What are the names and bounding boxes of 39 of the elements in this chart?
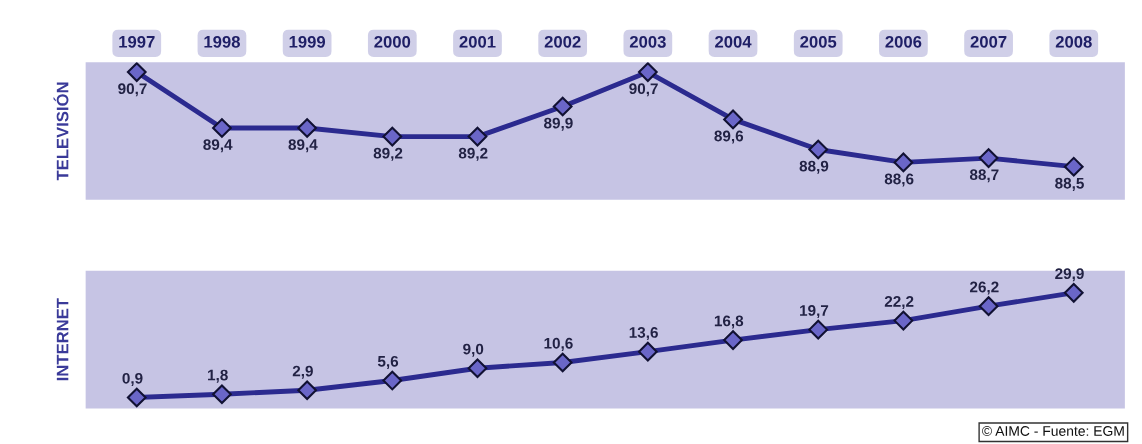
x-tick-label: 2006 bbox=[885, 35, 922, 48]
x-tick-label: 2004 bbox=[715, 35, 752, 48]
data-label: 89,2 bbox=[373, 147, 403, 161]
data-label: 9,0 bbox=[463, 343, 484, 357]
data-label: 90,7 bbox=[629, 83, 658, 97]
x-tick-label: 1997 bbox=[119, 35, 155, 48]
x-tick-label: 2003 bbox=[629, 35, 666, 48]
x-tick-label: 1999 bbox=[289, 35, 326, 48]
data-label: 89,6 bbox=[714, 130, 744, 144]
x-tick-label: 2000 bbox=[374, 35, 411, 48]
data-label: 1,8 bbox=[208, 369, 228, 383]
data-label: 5,6 bbox=[377, 355, 399, 369]
data-label: 26,2 bbox=[969, 281, 999, 295]
data-label: 2,9 bbox=[292, 365, 313, 379]
x-tick-label: 2002 bbox=[544, 35, 581, 48]
data-label: 89,4 bbox=[203, 139, 233, 153]
data-label: 89,4 bbox=[288, 139, 318, 153]
data-label: 19,7 bbox=[800, 305, 829, 319]
data-label: 88,9 bbox=[799, 160, 829, 174]
data-label: 10,6 bbox=[544, 337, 573, 351]
data-label: 89,9 bbox=[544, 117, 573, 131]
data-label: 88,7 bbox=[969, 169, 999, 183]
data-label: 90,7 bbox=[118, 83, 147, 97]
text: © AIMC - Fuente: EGM bbox=[982, 426, 1124, 436]
x-tick-label: 2007 bbox=[970, 35, 1007, 48]
x-tick-label: 2001 bbox=[459, 35, 496, 48]
data-label: 22,2 bbox=[884, 296, 914, 310]
data-label: 0,9 bbox=[122, 372, 143, 386]
data-label: 16,8 bbox=[714, 315, 744, 329]
y-axis-title: INTERNET bbox=[56, 298, 69, 381]
x-tick-label: 2008 bbox=[1055, 35, 1092, 48]
y-axis-title: TELEVISIÓN bbox=[53, 82, 69, 181]
data-label: 89,2 bbox=[458, 147, 488, 161]
data-label: 88,5 bbox=[1055, 177, 1084, 191]
x-tick-label: 1998 bbox=[204, 35, 240, 48]
data-label: 88,6 bbox=[884, 173, 914, 187]
data-label: 13,6 bbox=[629, 327, 658, 341]
x-tick-label: 2005 bbox=[800, 35, 837, 48]
data-label: 29,9 bbox=[1055, 268, 1084, 282]
